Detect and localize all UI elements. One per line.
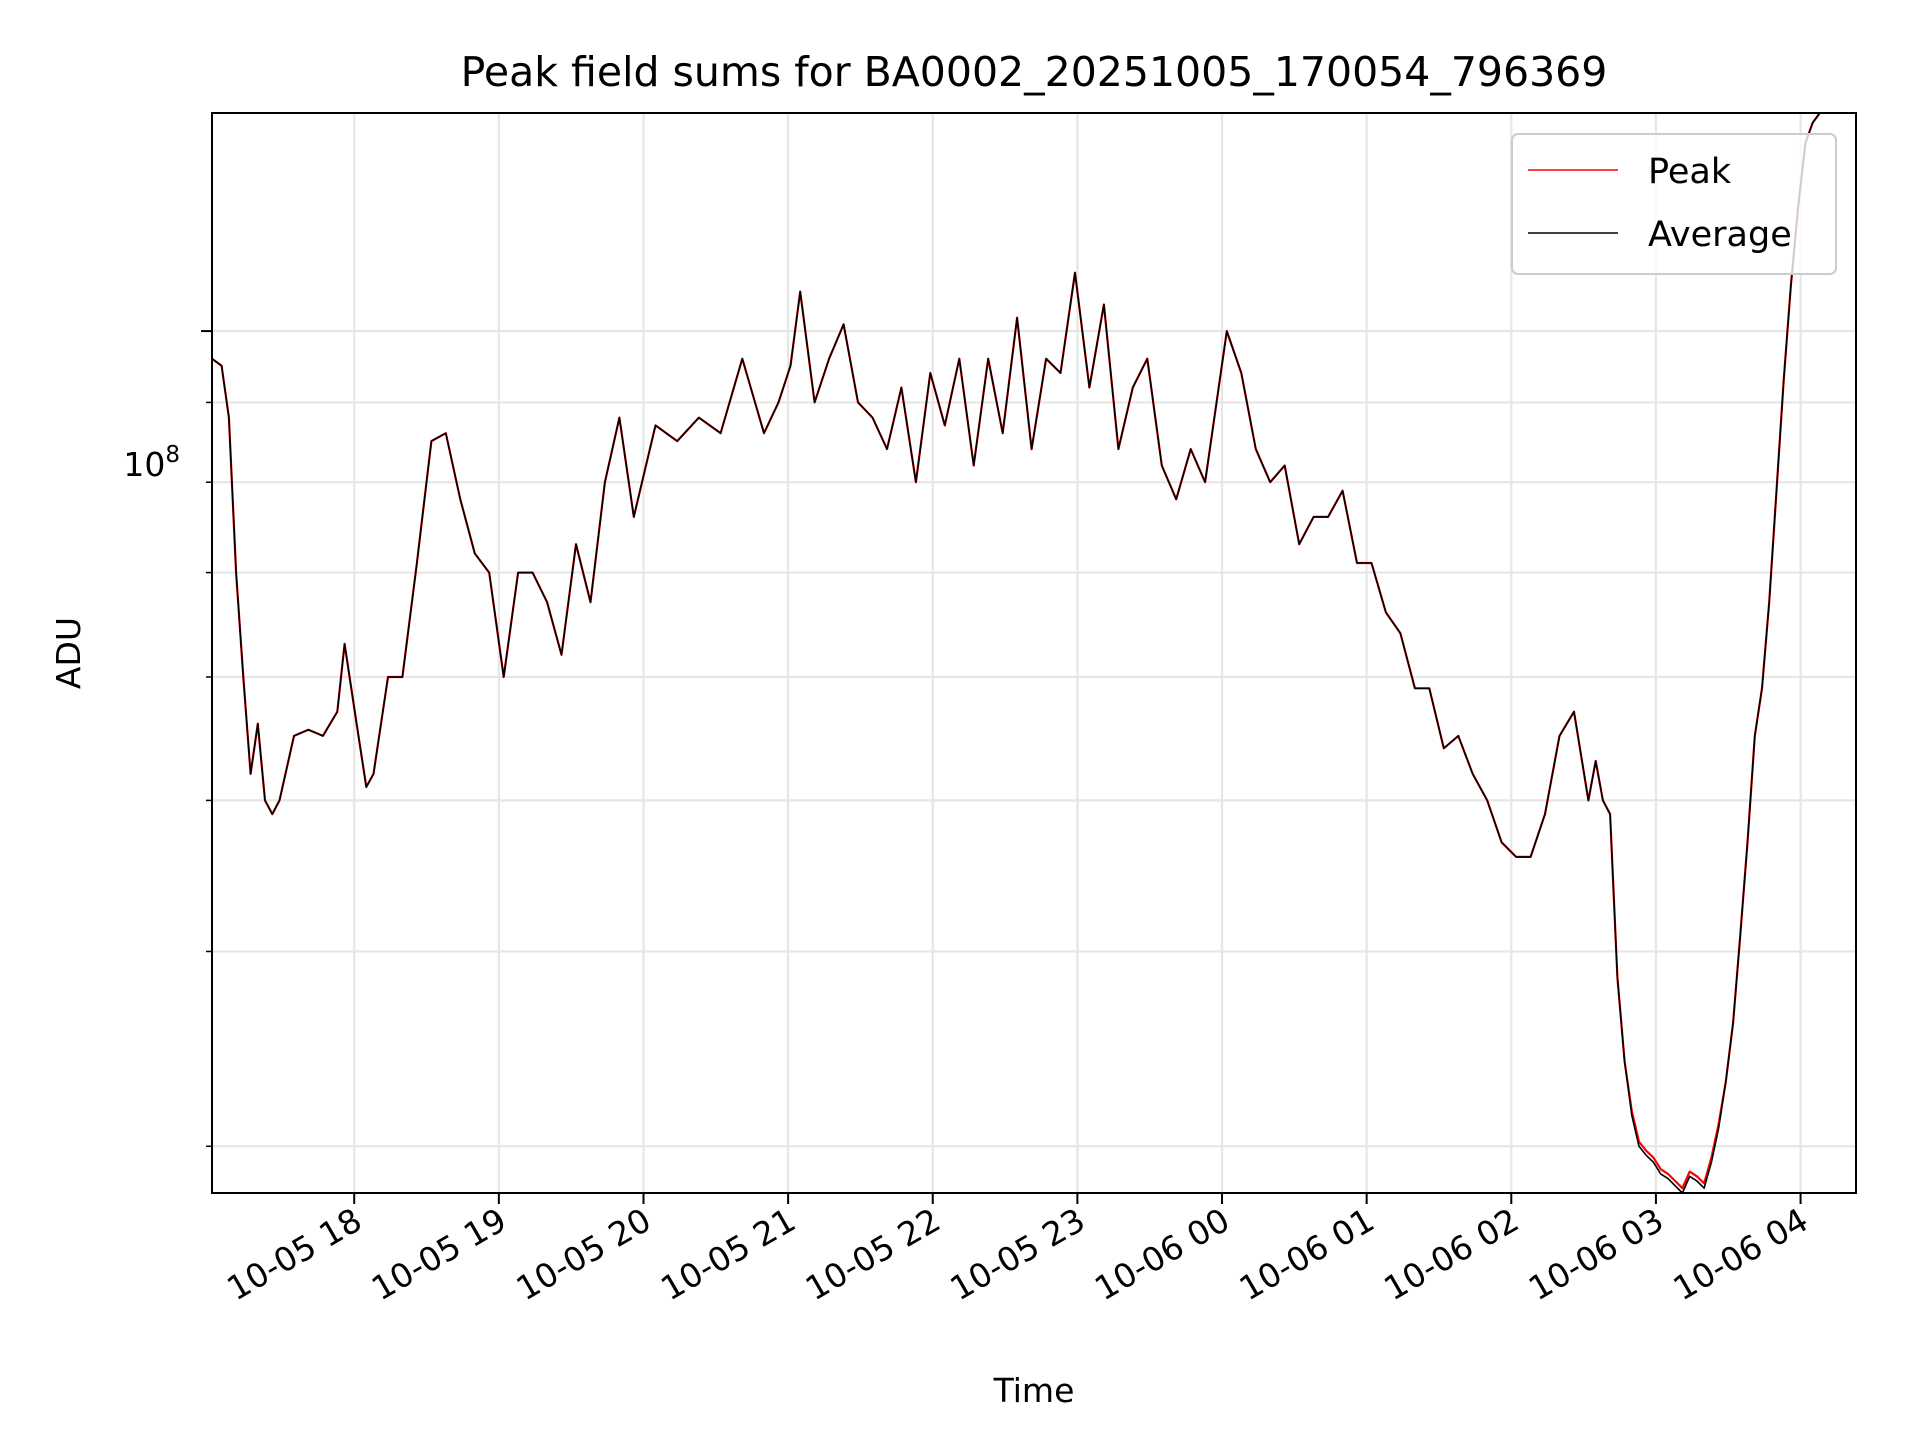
legend-label-peak: Peak (1648, 152, 1732, 192)
series-lines (211, 112, 1821, 1194)
chart-title: Peak field sums for BA0002_20251005_1700… (461, 48, 1608, 96)
legend: Peak Average (1511, 133, 1837, 275)
plot-frame (211, 112, 1857, 1194)
legend-box (1511, 133, 1837, 275)
x-axis-label: Time (993, 1371, 1075, 1410)
series-line-average (211, 112, 1821, 1194)
legend-label-average: Average (1648, 215, 1792, 255)
plot-background (212, 113, 1856, 1193)
y-tick-label: 108 (123, 442, 180, 484)
y-axis-label: ADU (49, 617, 88, 689)
ticks (201, 330, 1802, 1204)
